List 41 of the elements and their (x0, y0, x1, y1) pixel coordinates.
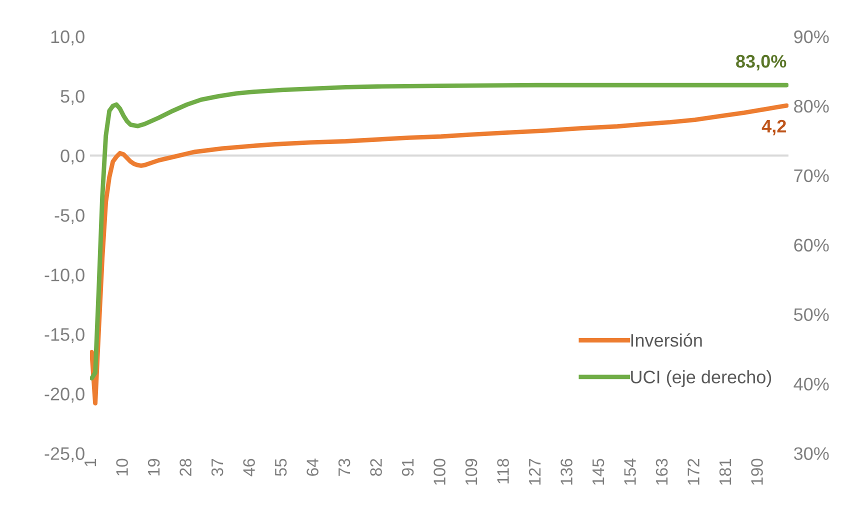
y-tick-label: -25,0 (44, 447, 84, 462)
x-tick-label: 82 (370, 458, 382, 476)
data-label: 83,0% (736, 54, 786, 70)
y2-tick-label: 90% (794, 30, 829, 44)
x-tick-label: 118 (497, 458, 509, 484)
y-tick-label: -10,0 (44, 268, 84, 284)
data-label: 4,2 (762, 120, 786, 136)
x-tick-label: 145 (592, 458, 604, 485)
x-tick-label: 37 (211, 458, 224, 476)
x-tick-label: 136 (560, 458, 572, 485)
y-tick-label: 0,0 (60, 149, 84, 164)
x-tick-label: 172 (688, 458, 700, 485)
x-tick-label: 190 (751, 458, 763, 485)
x-tick-label: 100 (434, 458, 446, 485)
x-tick-label: 109 (465, 458, 478, 485)
x-tick-label: 28 (180, 458, 192, 476)
y-tick-label: -5,0 (54, 209, 84, 224)
x-tick-label: 55 (275, 458, 287, 476)
y2-tick-label: 80% (794, 100, 829, 113)
y2-tick-label: 40% (794, 378, 829, 391)
x-tick-label: 19 (148, 458, 160, 476)
y-tick-label: -15,0 (44, 328, 84, 344)
y-tick-label: -20,0 (44, 388, 84, 403)
legend-label: UCI (eje derecho) (631, 370, 772, 388)
x-tick-label: 46 (243, 458, 255, 476)
y2-tick-label: 70% (794, 169, 829, 182)
legend-label: Inversión (631, 333, 702, 347)
y-tick-label: 5,0 (60, 90, 84, 105)
y2-tick-label: 50% (794, 308, 829, 322)
x-tick-label: 10 (116, 458, 128, 476)
y2-tick-label: 30% (794, 447, 829, 460)
x-tick-label: 163 (656, 458, 668, 485)
x-tick-label: 1 (84, 458, 96, 466)
x-tick-label: 154 (624, 458, 636, 485)
x-tick-label: 64 (306, 458, 318, 476)
x-tick-label: 181 (719, 458, 732, 485)
x-tick-label: 91 (402, 458, 414, 476)
y-tick-label: 10,0 (51, 30, 84, 46)
x-tick-label: 73 (338, 458, 350, 476)
y2-tick-label: 60% (794, 238, 829, 252)
x-tick-label: 127 (528, 458, 541, 485)
